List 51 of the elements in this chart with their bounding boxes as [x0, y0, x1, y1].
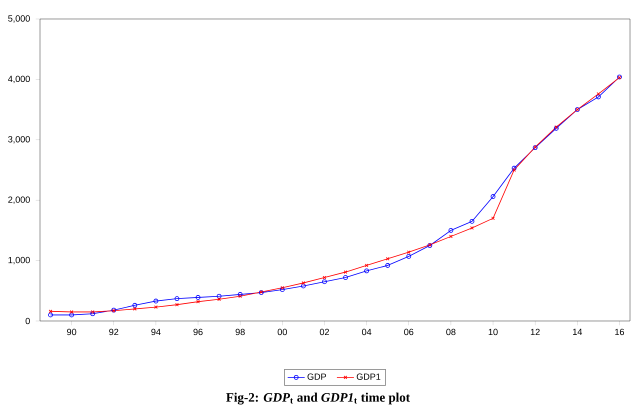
point [153, 298, 158, 304]
point [386, 256, 390, 261]
point [448, 228, 454, 233]
x-tick-label: 06 [404, 328, 414, 336]
x-tick-label: 92 [109, 328, 118, 336]
x-tick-label: 96 [193, 328, 203, 336]
point [90, 311, 96, 316]
point [385, 263, 390, 268]
legend-label: GDP [308, 374, 326, 380]
point [322, 276, 326, 280]
legend-label: GDP1 [356, 374, 380, 380]
point [174, 296, 180, 302]
point [470, 218, 474, 224]
point [596, 92, 600, 96]
point [196, 295, 200, 300]
point [132, 302, 138, 308]
point [343, 275, 348, 280]
text: Fig-2: GDP$_{t}$ and GDP1$_{t}$ time plot [226, 392, 410, 404]
x-tick-label: 12 [530, 328, 540, 336]
x-tick-label: 00 [278, 328, 287, 336]
point [364, 264, 368, 268]
x-tick-label: 04 [362, 328, 372, 336]
point [70, 310, 74, 314]
point [216, 294, 222, 299]
y-tick-label: 2,000 [8, 196, 30, 204]
y-tick-label: 4,000 [8, 76, 30, 84]
x-tick-label: 10 [488, 328, 498, 336]
x-tick-label: 08 [446, 328, 456, 336]
point [154, 305, 158, 309]
point [364, 268, 370, 274]
point [490, 194, 496, 199]
y-tick-label: 1,000 [8, 256, 30, 264]
point [596, 94, 601, 100]
x-tick-label: 94 [151, 328, 161, 336]
point [470, 226, 474, 230]
x-tick-label: 14 [573, 328, 582, 335]
point [322, 279, 327, 284]
point [406, 254, 412, 259]
point [69, 312, 74, 318]
x-tick-label: 02 [320, 328, 329, 336]
x-tick-label: 90 [67, 328, 76, 336]
y-tick-label: 0 [26, 318, 30, 324]
point [300, 284, 306, 288]
x-tick-label: 16 [615, 328, 624, 336]
point [344, 270, 348, 274]
y-tick-label: 5,000 [8, 15, 30, 23]
point [512, 166, 517, 171]
point [449, 234, 453, 238]
point [302, 281, 306, 285]
x-tick-label: 98 [236, 328, 245, 336]
y-tick-label: 3,000 [8, 136, 30, 144]
